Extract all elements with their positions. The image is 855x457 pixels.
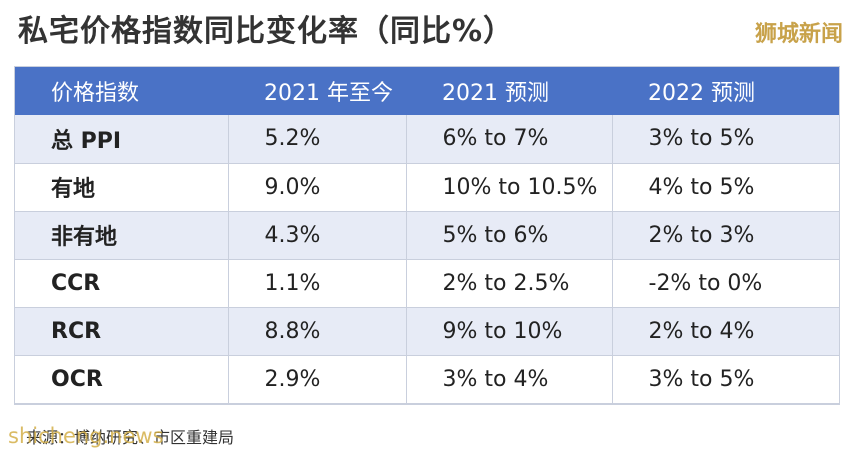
table-row: 总 PPI 5.2% 6% to 7% 3% to 5% <box>15 115 839 164</box>
table-row: 非有地 4.3% 5% to 6% 2% to 3% <box>15 211 839 260</box>
cell-value: 3% to 5% <box>612 115 839 164</box>
cell-value: 3% to 5% <box>612 355 839 404</box>
cell-value: 1.1% <box>228 259 407 308</box>
watermark: shicheng.news <box>8 424 164 448</box>
table-row: CCR 1.1% 2% to 2.5% -2% to 0% <box>15 259 839 308</box>
cell-value: -2% to 0% <box>612 259 839 308</box>
cell-value: 9.0% <box>228 163 407 212</box>
row-label: 有地 <box>15 163 229 212</box>
row-label: RCR <box>15 307 229 356</box>
row-label: OCR <box>15 355 229 404</box>
table-row: RCR 8.8% 9% to 10% 2% to 4% <box>15 307 839 356</box>
cell-value: 4.3% <box>228 211 407 260</box>
row-label: CCR <box>15 259 229 308</box>
page-title: 私宅价格指数同比变化率（同比%） <box>18 14 515 49</box>
table-row: 有地 9.0% 10% to 10.5% 4% to 5% <box>15 163 839 212</box>
row-label: 总 PPI <box>15 115 229 164</box>
cell-value: 6% to 7% <box>406 115 613 164</box>
header-price-index: 价格指数 <box>15 67 228 115</box>
cell-value: 3% to 4% <box>406 355 613 404</box>
row-label: 非有地 <box>15 211 229 260</box>
header-2021-forecast: 2021 预测 <box>406 67 612 115</box>
cell-value: 5% to 6% <box>406 211 613 260</box>
table-row: OCR 2.9% 3% to 4% 3% to 5% <box>15 355 839 404</box>
cell-value: 2.9% <box>228 355 407 404</box>
price-index-table: 价格指数 2021 年至今 2021 预测 2022 预测 总 PPI 5.2%… <box>14 66 840 405</box>
source-note: 来源：博纳研究、市区重建局 <box>26 428 235 447</box>
header-2022-forecast: 2022 预测 <box>612 67 839 115</box>
cell-value: 8.8% <box>228 307 407 356</box>
cell-value: 10% to 10.5% <box>406 163 613 212</box>
cell-value: 2% to 2.5% <box>406 259 613 308</box>
cell-value: 5.2% <box>228 115 407 164</box>
cell-value: 2% to 3% <box>612 211 839 260</box>
cell-value: 4% to 5% <box>612 163 839 212</box>
cell-value: 9% to 10% <box>406 307 613 356</box>
header-2021-ytd: 2021 年至今 <box>228 67 406 115</box>
cell-value: 2% to 4% <box>612 307 839 356</box>
table-header-row: 价格指数 2021 年至今 2021 预测 2022 预测 <box>15 67 839 115</box>
brand-logo-text: 狮城新闻 <box>754 22 843 47</box>
